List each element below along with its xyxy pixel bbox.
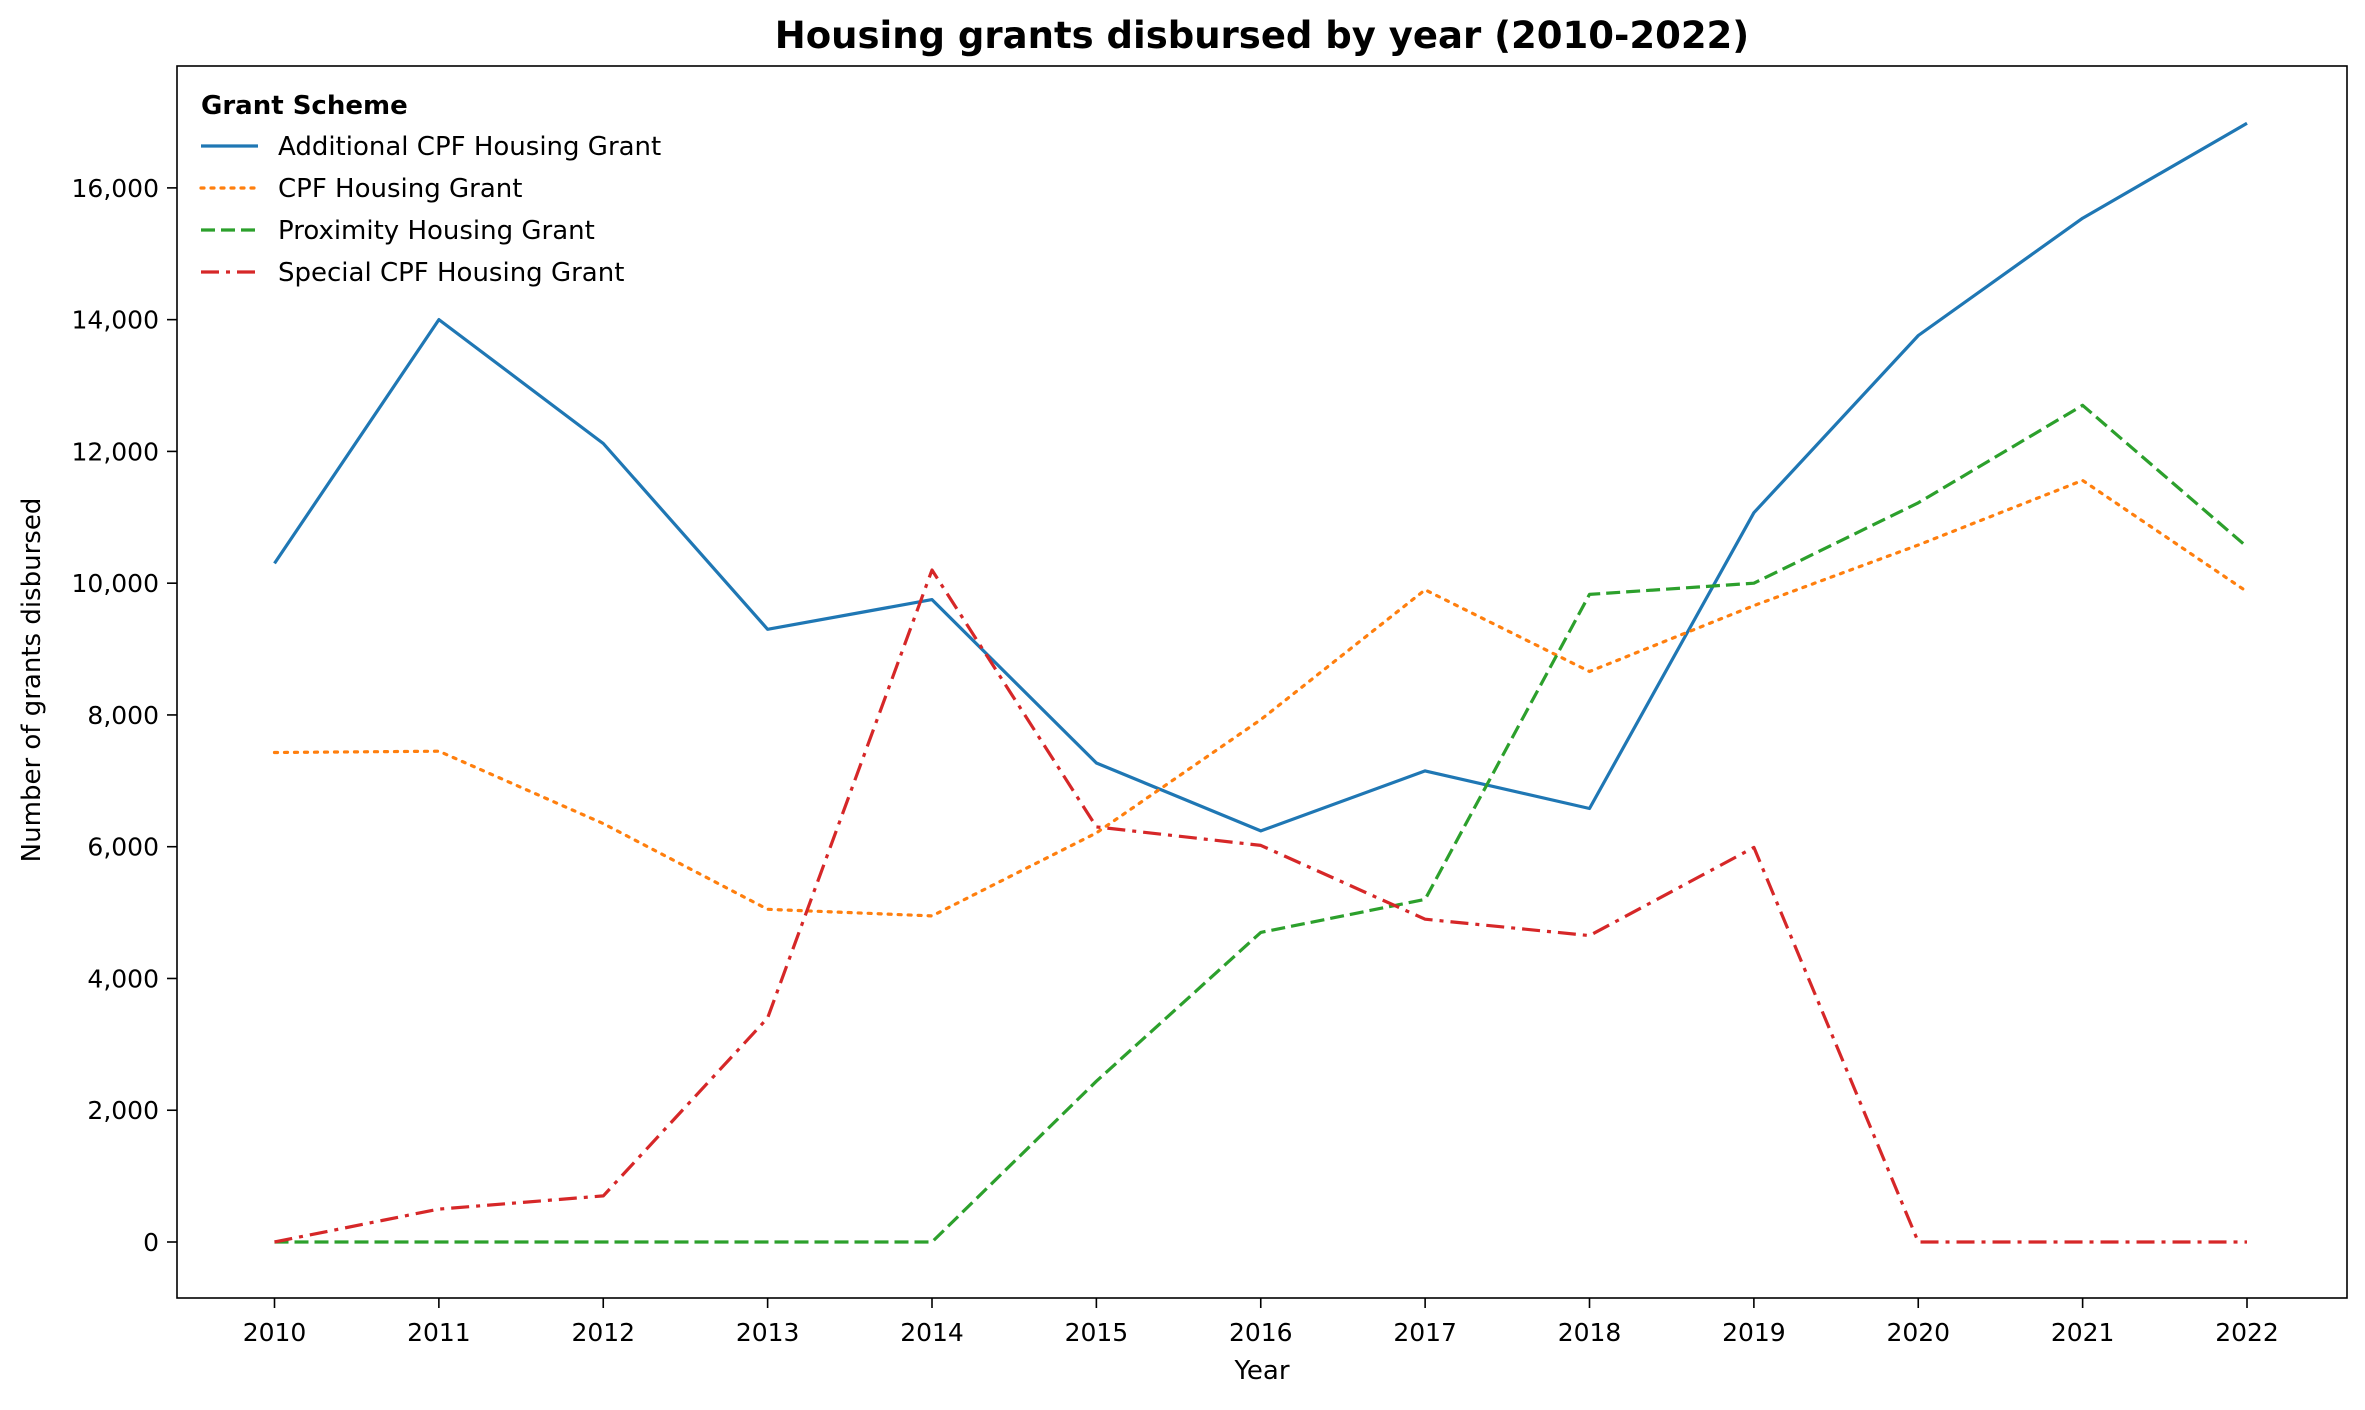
chart-title: Housing grants disbursed by year (2010-2… [775,14,1749,57]
x-tick-label: 2018 [1558,1318,1622,1347]
x-tick-label: 2015 [1065,1318,1129,1347]
y-tick-label: 0 [143,1228,159,1257]
x-tick-label: 2016 [1229,1318,1293,1347]
y-tick-label: 12,000 [72,437,159,466]
y-tick-label: 14,000 [72,306,159,335]
x-tick-label: 2011 [407,1318,471,1347]
x-tick-label: 2014 [900,1318,964,1347]
legend-label: CPF Housing Grant [278,174,522,204]
x-axis-label: Year [1233,1356,1289,1386]
y-tick-label: 16,000 [72,174,159,203]
x-tick-label: 2010 [243,1318,307,1347]
x-tick-label: 2021 [2051,1318,2115,1347]
x-tick-label: 2013 [736,1318,800,1347]
y-tick-label: 10,000 [72,569,159,598]
x-tick-label: 2022 [2215,1318,2279,1347]
y-axis-label: Number of grants disbursed [17,498,47,863]
y-tick-label: 6,000 [87,833,159,862]
x-tick-label: 2020 [1886,1318,1950,1347]
legend-title: Grant Scheme [201,91,408,121]
legend-label: Proximity Housing Grant [278,216,595,246]
x-tick-label: 2017 [1393,1318,1457,1347]
x-tick-label: 2019 [1722,1318,1786,1347]
x-tick-label: 2012 [571,1318,635,1347]
legend-label: Special CPF Housing Grant [278,258,624,288]
y-tick-label: 2,000 [87,1096,159,1125]
legend-label: Additional CPF Housing Grant [278,132,661,162]
y-tick-label: 8,000 [87,701,159,730]
y-tick-label: 4,000 [87,964,159,993]
